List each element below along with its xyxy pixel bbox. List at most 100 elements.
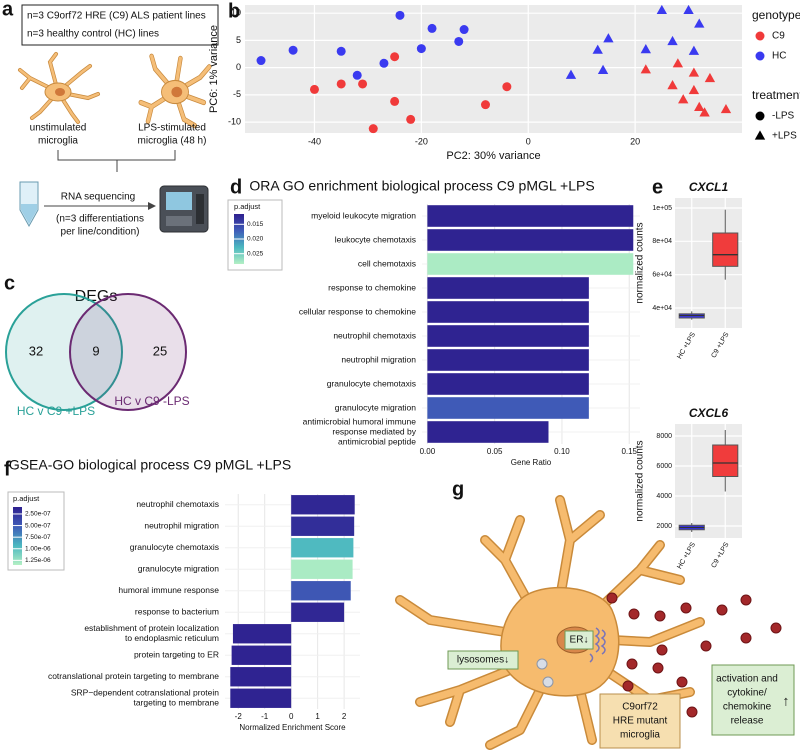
y-tick-label: 5 xyxy=(236,35,241,45)
bar xyxy=(230,667,292,687)
data-point xyxy=(427,23,437,33)
colorbar-title: p.adjust xyxy=(234,202,261,211)
y-tick-label: response to chemokine xyxy=(328,282,416,292)
y-tick-label: granulocyte chemotaxis xyxy=(130,542,219,552)
x-tick-label: 0 xyxy=(526,136,531,146)
y-tick-label: 8000 xyxy=(656,433,672,440)
colorbar-label: 0.025 xyxy=(247,250,264,257)
release-label: release xyxy=(731,716,764,727)
chart-title: CXCL6 xyxy=(689,406,729,420)
y-axis-label: PC6: 1% variance xyxy=(208,25,220,113)
er-label: ER↓ xyxy=(570,635,589,646)
panel-letter: e xyxy=(652,176,663,198)
data-point xyxy=(699,107,710,117)
bar xyxy=(427,397,589,419)
y-tick-label: -5 xyxy=(233,89,241,99)
design-box xyxy=(21,4,219,46)
cell-label: C9orf72 xyxy=(622,702,658,713)
y-tick-label: antimicrobial peptide xyxy=(338,436,416,446)
arrowhead xyxy=(148,202,156,210)
box xyxy=(712,232,739,267)
microglia-icon xyxy=(18,52,100,124)
data-point xyxy=(395,10,405,20)
venn-label: HC v C9 +LPS xyxy=(17,404,95,418)
y-tick-label: antimicrobial humoral immune xyxy=(303,416,417,426)
y-tick-label: to endoplasmic reticulum xyxy=(125,633,219,643)
legend-title: genotype xyxy=(752,8,800,22)
y-tick-label: neutrophil migration xyxy=(341,354,416,364)
venn-label: HC v C9 -LPS xyxy=(114,394,189,408)
legend-label: -LPS xyxy=(772,111,795,122)
chart-title: CXCL1 xyxy=(689,180,729,194)
tube-icon xyxy=(19,181,39,228)
y-tick-label: neutrophil chemotaxis xyxy=(333,330,416,340)
y-tick-label: 2000 xyxy=(656,523,672,530)
chart-title: GSEA-GO biological process C9 pMGL +LPS xyxy=(9,457,291,473)
y-tick-label: granulocyte migration xyxy=(335,402,417,412)
legend-title: treatment xyxy=(752,88,800,102)
x-tick-label: 2 xyxy=(342,712,347,721)
y-tick-label: establishment of protein localization xyxy=(84,623,219,633)
condition-label: LPS-stimulated xyxy=(138,123,206,134)
data-point xyxy=(288,45,298,55)
y-tick-label: granulocyte migration xyxy=(138,564,220,574)
y-tick-label: 6e+04 xyxy=(652,272,672,279)
x-tick-label: 0.00 xyxy=(420,447,436,456)
data-point xyxy=(688,67,700,77)
data-point xyxy=(688,45,700,55)
y-tick-label: granulocyte chemotaxis xyxy=(327,378,416,388)
x-tick-label: C9 +LPS xyxy=(710,331,730,359)
y-tick-label: response mediated by xyxy=(332,426,416,436)
x-tick-label: 1 xyxy=(315,712,320,721)
y-axis-label: normalized counts xyxy=(635,440,646,521)
legend-label: +LPS xyxy=(772,131,797,142)
bar xyxy=(231,645,292,665)
colorbar-label: 0.020 xyxy=(247,236,264,243)
panel-letter: a xyxy=(2,0,14,20)
data-point xyxy=(379,58,389,68)
release-box xyxy=(711,664,795,736)
x-tick-label: HC +LPS xyxy=(676,331,697,360)
x-tick-label: -20 xyxy=(415,136,428,146)
condition-label: microglia (48 h) xyxy=(138,136,207,147)
bar xyxy=(427,277,589,299)
data-point xyxy=(704,72,716,83)
panel-letter: b xyxy=(228,0,240,22)
cell-label: microglia xyxy=(620,730,660,741)
release-arrow: ↑ xyxy=(783,693,790,709)
bar xyxy=(427,229,634,251)
data-point xyxy=(640,44,651,54)
data-point xyxy=(358,79,368,89)
bracket xyxy=(57,150,176,172)
data-point xyxy=(640,64,651,74)
release-label: cytokine/ xyxy=(727,688,767,699)
y-tick-label: cell chemotaxis xyxy=(358,258,416,268)
legend-marker xyxy=(755,31,765,41)
data-point xyxy=(480,100,490,110)
x-tick-label: 20 xyxy=(630,136,640,146)
y-tick-label: 0 xyxy=(236,62,241,72)
chart-title: ORA GO enrichment biological process C9 … xyxy=(249,178,594,194)
cell-box xyxy=(599,693,681,749)
bar xyxy=(427,205,634,227)
lysosome-box xyxy=(447,650,519,670)
data-point xyxy=(688,84,700,95)
data-point xyxy=(336,46,346,56)
colorbar-title: p.adjust xyxy=(13,494,40,503)
bar xyxy=(427,253,634,275)
data-point xyxy=(694,18,705,28)
data-point xyxy=(336,79,346,89)
legend-label: C9 xyxy=(772,31,785,42)
bar xyxy=(291,581,351,601)
data-point xyxy=(454,36,464,46)
colorbar xyxy=(13,507,22,565)
bar xyxy=(291,495,355,515)
lysosome-label: lysosomes↓ xyxy=(457,655,509,666)
legend-label: HC xyxy=(772,51,786,62)
panel-letter: c xyxy=(4,272,15,294)
data-point xyxy=(672,58,684,68)
x-tick-label: C9 +LPS xyxy=(710,541,730,569)
replicates-label: (n=3 differentiations xyxy=(56,214,144,225)
data-point xyxy=(368,124,378,134)
